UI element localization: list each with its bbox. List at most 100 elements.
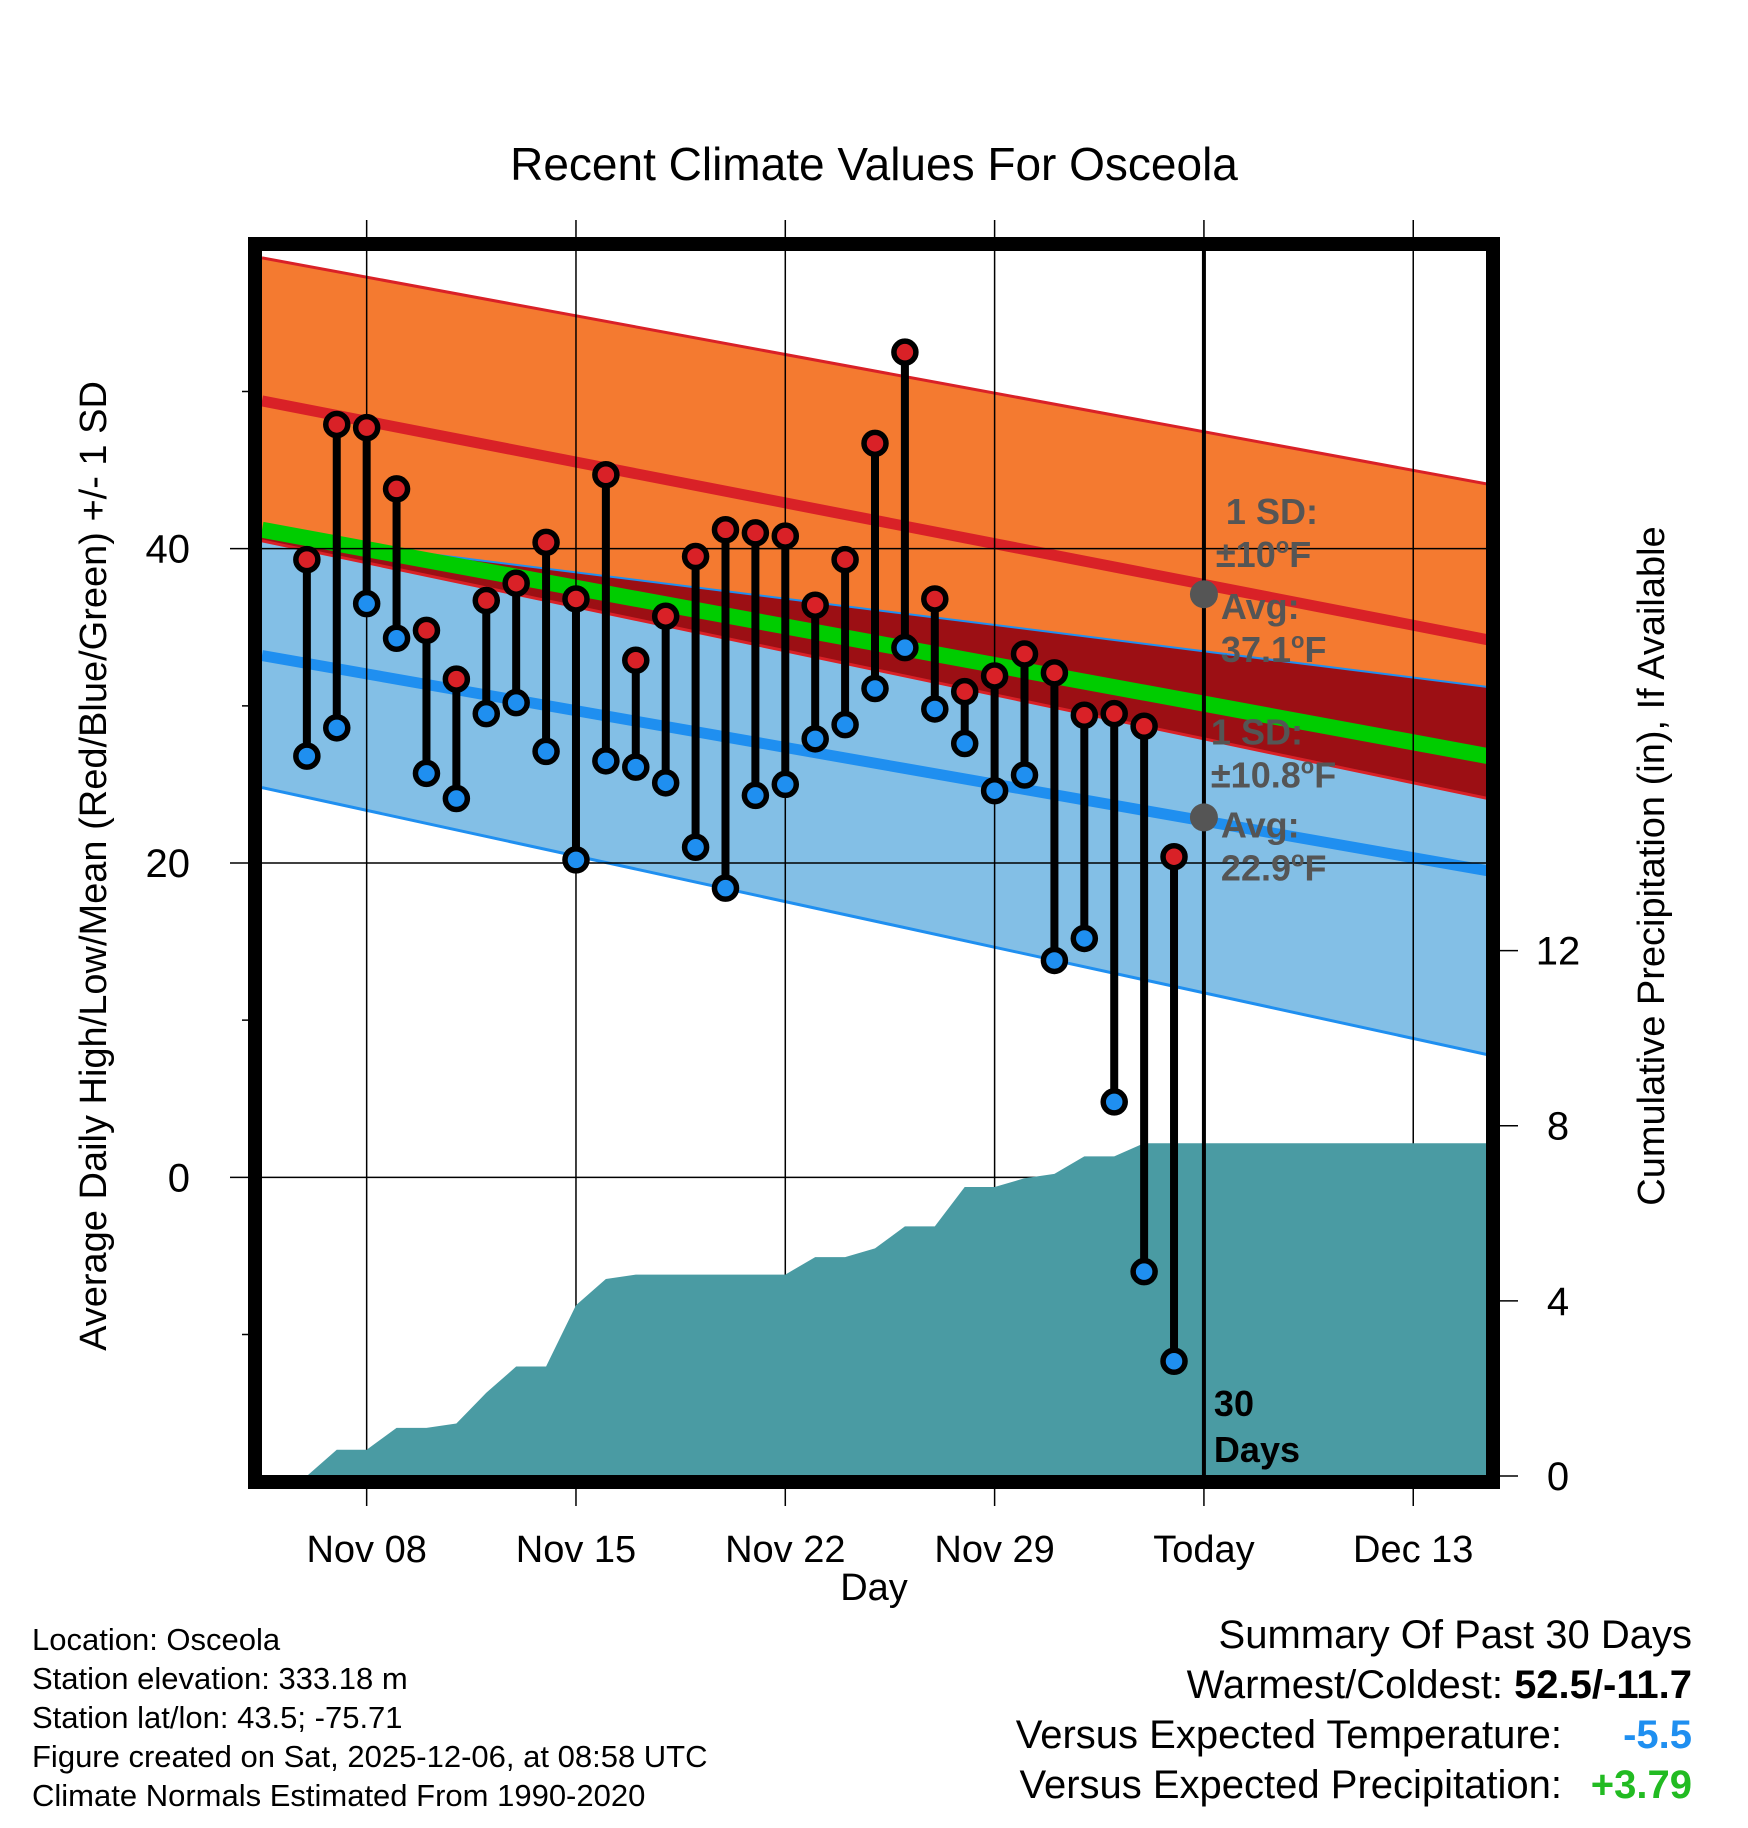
latlon-text: Station lat/lon: 43.5; -75.71 bbox=[32, 1700, 403, 1735]
low-sd-value: ±10.8oF bbox=[1211, 753, 1336, 795]
climate-chart: Recent Climate Values For Osceola 1 SD:±… bbox=[73, 138, 1673, 1609]
low-point bbox=[1070, 924, 1099, 953]
high-sd-label: 1 SD: bbox=[1226, 491, 1318, 532]
low-avg-value: 22.9oF bbox=[1221, 846, 1327, 888]
high-upper-line bbox=[262, 256, 1488, 486]
warmest-label: Warmest/Coldest: bbox=[1186, 1663, 1515, 1707]
normals-text: Climate Normals Estimated From 1990-2020 bbox=[32, 1778, 646, 1813]
station-info: Location: Osceola Station elevation: 333… bbox=[32, 1620, 708, 1815]
location-text: Location: Osceola bbox=[32, 1622, 281, 1657]
high-avg-value: 37.1oF bbox=[1221, 628, 1327, 670]
low-lower-line bbox=[262, 786, 1488, 1057]
summary-panel: Summary Of Past 30 Days Warmest/Coldest:… bbox=[1016, 1610, 1692, 1810]
low-point bbox=[1010, 761, 1039, 789]
low-point bbox=[1100, 1088, 1128, 1116]
high-point bbox=[1160, 842, 1188, 871]
high-point bbox=[711, 516, 740, 544]
low-point bbox=[891, 633, 919, 662]
high-point bbox=[980, 662, 1009, 690]
high-point bbox=[1100, 699, 1128, 728]
low-point bbox=[711, 874, 740, 902]
low-point bbox=[442, 784, 471, 813]
x-tick-label: Nov 08 bbox=[306, 1529, 426, 1571]
high-avg-marker bbox=[1189, 580, 1218, 609]
low-point bbox=[801, 725, 829, 753]
low-point bbox=[382, 624, 411, 652]
precip-area bbox=[291, 1143, 1488, 1476]
x-axis: Nov 08 Nov 15 Nov 22 Nov 29 Today Dec 13 bbox=[306, 220, 1473, 1571]
high-point bbox=[741, 519, 770, 547]
high-point bbox=[831, 545, 859, 574]
temp-label: Versus Expected Temperature: bbox=[1015, 1713, 1562, 1757]
high-point bbox=[1130, 712, 1158, 741]
low-point bbox=[412, 759, 441, 788]
high-point bbox=[293, 545, 321, 574]
high-point bbox=[651, 602, 680, 630]
x-axis-label: Day bbox=[840, 1567, 908, 1609]
warmest-value: 52.5/-11.7 bbox=[1514, 1663, 1692, 1707]
temp-value: -5.5 bbox=[1623, 1713, 1692, 1757]
elevation-text: Station elevation: 333.18 m bbox=[32, 1661, 408, 1696]
low-point bbox=[352, 589, 381, 618]
high-point bbox=[412, 616, 441, 645]
high-point bbox=[891, 338, 919, 366]
days-word-label: Days bbox=[1214, 1429, 1300, 1470]
low-sd-label: 1 SD: bbox=[1211, 711, 1303, 752]
high-point bbox=[1040, 659, 1069, 687]
low-point bbox=[1040, 946, 1069, 975]
x-tick-label: Dec 13 bbox=[1353, 1529, 1473, 1571]
y2-tick-label: 4 bbox=[1547, 1280, 1569, 1324]
high-point bbox=[502, 569, 530, 597]
created-text: Figure created on Sat, 2025-12-06, at 08… bbox=[32, 1739, 708, 1774]
summary-warmest-row: Warmest/Coldest: 52.5/-11.7 bbox=[1016, 1660, 1692, 1710]
low-point bbox=[323, 714, 351, 742]
high-point bbox=[681, 542, 710, 571]
low-point bbox=[741, 781, 770, 810]
low-point bbox=[950, 729, 979, 758]
y-tick-label: 20 bbox=[146, 842, 191, 886]
precip-value: +3.79 bbox=[1590, 1763, 1692, 1807]
high-point bbox=[382, 475, 411, 503]
low-point bbox=[651, 769, 680, 797]
low-point bbox=[861, 674, 889, 703]
high-point bbox=[622, 646, 650, 674]
high-point bbox=[532, 528, 560, 557]
x-tick-label: Nov 22 bbox=[725, 1529, 845, 1571]
low-point bbox=[293, 742, 321, 770]
y-axis-right-label: Cumulative Precipitation (in), If Availa… bbox=[1631, 526, 1673, 1205]
summary-temp-row: Versus Expected Temperature: -5.5 bbox=[1016, 1710, 1692, 1760]
low-point bbox=[771, 770, 800, 799]
high-avg-label: Avg: bbox=[1221, 586, 1300, 627]
low-point bbox=[980, 776, 1009, 805]
high-point bbox=[352, 413, 381, 442]
low-normal-line bbox=[262, 650, 1488, 877]
low-avg-label: Avg: bbox=[1221, 804, 1300, 845]
low-point bbox=[532, 737, 560, 766]
low-point bbox=[562, 846, 590, 874]
y-tick-label: 40 bbox=[146, 528, 191, 572]
high-point bbox=[442, 665, 471, 693]
high-point bbox=[1070, 701, 1099, 730]
low-avg-marker bbox=[1189, 803, 1218, 832]
y-axis-right: 0 4 8 12 bbox=[1488, 930, 1580, 1499]
y-tick-label: 0 bbox=[168, 1156, 190, 1200]
low-point bbox=[1160, 1347, 1188, 1376]
y-axis-left: 0 20 40 bbox=[146, 390, 262, 1336]
low-point bbox=[622, 753, 650, 781]
y2-tick-label: 12 bbox=[1536, 930, 1581, 974]
high-point bbox=[801, 591, 829, 619]
x-tick-label: Nov 29 bbox=[934, 1529, 1054, 1571]
x-tick-label: Nov 15 bbox=[516, 1529, 636, 1571]
low-point bbox=[681, 833, 710, 862]
low-point bbox=[831, 710, 859, 739]
precip-label: Versus Expected Precipitation: bbox=[1019, 1763, 1562, 1807]
high-sd-value: ±10oF bbox=[1216, 533, 1311, 575]
high-point bbox=[562, 585, 590, 613]
days-count-label: 30 bbox=[1214, 1383, 1254, 1424]
low-point bbox=[1130, 1257, 1158, 1286]
y2-tick-label: 0 bbox=[1547, 1455, 1569, 1499]
high-point bbox=[592, 461, 620, 489]
chart-title: Recent Climate Values For Osceola bbox=[510, 138, 1238, 190]
high-point bbox=[861, 429, 889, 458]
